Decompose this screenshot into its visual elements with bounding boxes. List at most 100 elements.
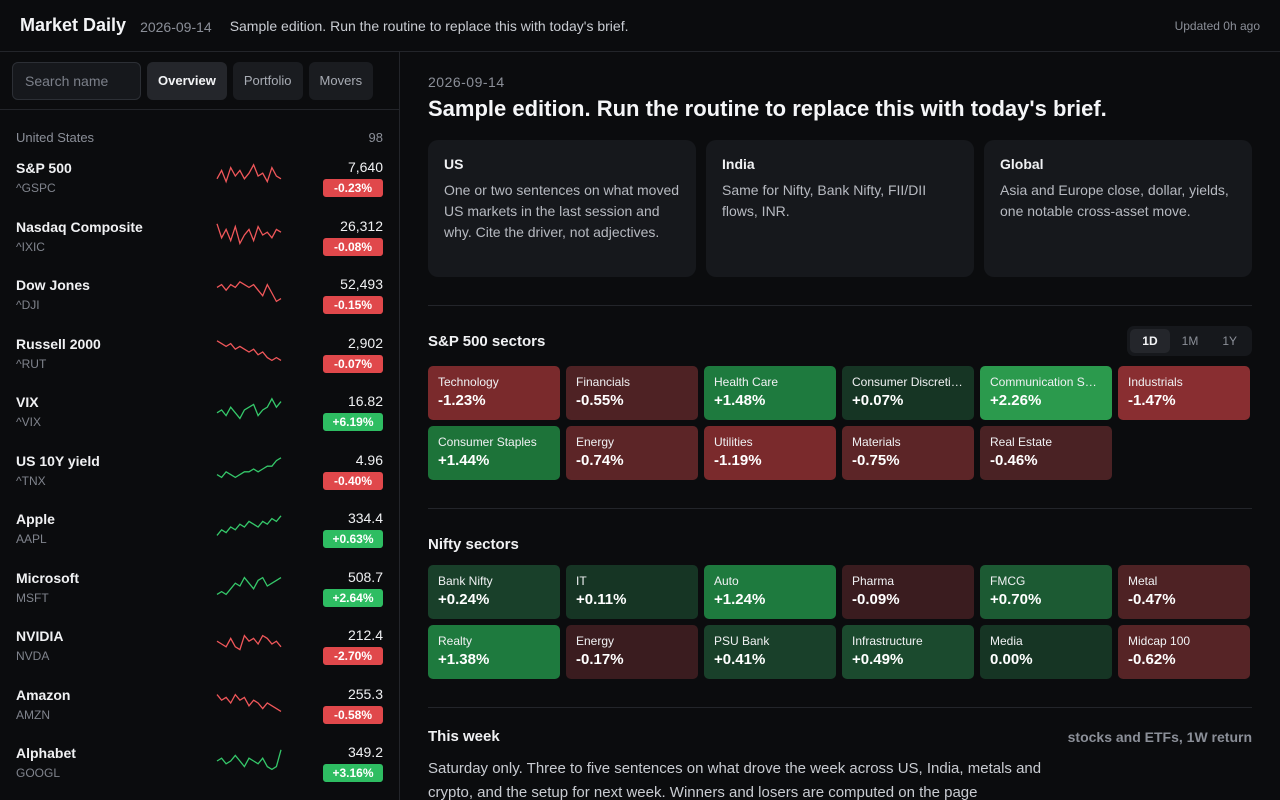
card-title: Global <box>1000 156 1044 172</box>
sector-tile[interactable]: Energy -0.74% <box>566 426 698 480</box>
sp-sectors-header: S&P 500 sectors 1D 1M 1Y <box>428 326 1252 356</box>
change-badge: +6.19% <box>323 413 383 431</box>
list-item[interactable]: Microsoft MSFT 508.7 +2.64% <box>0 564 399 623</box>
sector-tile[interactable]: Materials -0.75% <box>842 426 974 480</box>
sector-change: -0.74% <box>576 452 624 469</box>
list-item[interactable]: NVIDIA NVDA 212.4 -2.70% <box>0 622 399 681</box>
instrument-price: 4.96 <box>355 451 383 468</box>
sector-change: +0.41% <box>714 651 766 668</box>
instrument-ticker: ^RUT <box>16 356 47 371</box>
sector-tile[interactable]: Realty +1.38% <box>428 625 560 679</box>
sector-tile[interactable]: Financials -0.55% <box>566 366 698 420</box>
list-item[interactable]: US 10Y yield ^TNX 4.96 -0.40% <box>0 447 399 506</box>
sector-tile[interactable]: Health Care +1.48% <box>704 366 836 420</box>
change-badge: -0.08% <box>323 237 383 256</box>
sector-tile[interactable]: FMCG +0.70% <box>980 565 1112 619</box>
tab-overview[interactable]: Overview <box>147 61 227 100</box>
instrument-ticker: ^DJI <box>16 298 40 312</box>
list-item[interactable]: Alphabet GOOGL 349.2 +3.16% <box>0 739 399 798</box>
list-item[interactable]: Amazon AMZN 255.3 -0.58% <box>0 681 399 740</box>
instrument-name: Dow Jones <box>16 277 90 293</box>
list-item[interactable]: Russell 2000 ^RUT 2,902 -0.07% <box>0 330 399 389</box>
sidebar-controls: Overview Portfolio Movers <box>0 52 399 110</box>
sector-tile[interactable]: Real Estate -0.46% <box>980 426 1112 480</box>
sparkline-chart <box>216 515 282 536</box>
change-badge: -0.40% <box>323 471 383 490</box>
range-1m-button[interactable]: 1M <box>1181 334 1199 348</box>
list-item[interactable]: Apple AAPL 334.4 +0.63% <box>0 505 399 564</box>
sector-tile[interactable]: Midcap 100 -0.62% <box>1118 625 1250 679</box>
sector-name: Energy <box>576 634 615 648</box>
list-item[interactable]: Dow Jones ^DJI 52,493 -0.15% <box>0 271 399 330</box>
tab-movers[interactable]: Movers <box>308 61 374 100</box>
range-1y-button[interactable]: 1Y <box>1222 334 1237 348</box>
sparkline-path <box>216 749 282 771</box>
instrument-price: 7,640 <box>347 159 383 175</box>
list-item[interactable]: VIX ^VIX 16.82 +6.19% <box>0 388 399 447</box>
sector-tile[interactable]: Technology -1.23% <box>428 366 560 420</box>
sector-name: Infrastructure <box>852 634 923 648</box>
tab-portfolio[interactable]: Portfolio <box>232 61 303 100</box>
instrument-ticker: ^TNX <box>16 473 46 488</box>
sector-tile[interactable]: Media 0.00% <box>980 625 1112 679</box>
sector-name: Materials <box>852 435 901 449</box>
sparkline-path <box>216 692 282 712</box>
sparkline-chart <box>216 280 282 303</box>
sector-name: Technology <box>438 375 499 389</box>
week-header: This week stocks and ETFs, 1W return <box>428 728 1252 745</box>
sparkline-path <box>216 515 282 536</box>
instrument-ticker: MSFT <box>16 590 49 605</box>
sector-change: -1.47% <box>1128 392 1176 409</box>
list-item[interactable]: Nasdaq Composite ^IXIC 26,312 -0.08% <box>0 213 399 272</box>
region-cards: US One or two sentences on what moved US… <box>428 140 1252 277</box>
sector-name: Realty <box>438 634 473 648</box>
list-item[interactable]: S&P 500 ^GSPC 7,640 -0.23% <box>0 154 399 213</box>
sector-name: Midcap 100 <box>1128 634 1191 648</box>
sector-tile[interactable]: Industrials -1.47% <box>1118 366 1250 420</box>
instrument-price: 508.7 <box>347 568 383 585</box>
change-badge: +3.16% <box>323 764 383 782</box>
sparkline-path <box>216 339 282 361</box>
sector-tile[interactable]: Infrastructure +0.49% <box>842 625 974 679</box>
sector-tile[interactable]: Bank Nifty +0.24% <box>428 565 560 619</box>
range-1d-button[interactable]: 1D <box>1130 329 1170 353</box>
sector-change: -1.19% <box>714 452 762 469</box>
header-date: 2026-09-14 <box>140 18 212 35</box>
search-input[interactable] <box>12 61 141 100</box>
brand-title: Market Daily <box>20 15 127 35</box>
sector-name: FMCG <box>990 574 1026 588</box>
card-title: India <box>722 156 755 172</box>
change-badge: +2.64% <box>323 588 383 607</box>
instrument-ticker: AMZN <box>16 707 50 722</box>
instrument-name: NVIDIA <box>16 628 64 644</box>
sector-tile[interactable]: Utilities -1.19% <box>704 426 836 480</box>
sector-tile[interactable]: Communication Services +2.26% <box>980 366 1112 420</box>
sparkline-chart <box>216 575 282 595</box>
sector-tile[interactable]: Energy -0.17% <box>566 625 698 679</box>
sector-change: +1.38% <box>438 651 490 668</box>
card-body: Same for Nifty, Bank Nifty, FII/DII flow… <box>722 182 927 219</box>
sector-change: +1.24% <box>714 591 766 608</box>
updated-status: Updated 0h ago <box>1174 18 1260 33</box>
sector-tile[interactable]: Auto +1.24% <box>704 565 836 619</box>
sector-change: +0.49% <box>852 651 904 668</box>
sector-change: +0.07% <box>852 392 904 409</box>
sector-tile[interactable]: Consumer Discretionary +0.07% <box>842 366 974 420</box>
sparkline-chart <box>216 163 282 184</box>
range-selector: 1D 1M 1Y <box>1127 326 1252 356</box>
instrument-price: 212.4 <box>347 627 383 643</box>
sector-change: 0.00% <box>990 651 1033 668</box>
sector-tile[interactable]: IT +0.11% <box>566 565 698 619</box>
sector-name: Utilities <box>714 435 753 449</box>
instrument-name: VIX <box>16 394 39 410</box>
change-badge: -0.07% <box>323 354 383 373</box>
sector-tile[interactable]: PSU Bank +0.41% <box>704 625 836 679</box>
sidebar: Overview Portfolio Movers United States … <box>0 52 400 800</box>
sector-tile[interactable]: Pharma -0.09% <box>842 565 974 619</box>
main-panel: 2026-09-14 Sample edition. Run the routi… <box>400 52 1280 800</box>
sector-tile[interactable]: Consumer Staples +1.44% <box>428 426 560 480</box>
sector-name: PSU Bank <box>714 634 770 648</box>
instrument-price: 334.4 <box>347 510 383 526</box>
sector-tile[interactable]: Metal -0.47% <box>1118 565 1250 619</box>
divider <box>428 707 1252 708</box>
